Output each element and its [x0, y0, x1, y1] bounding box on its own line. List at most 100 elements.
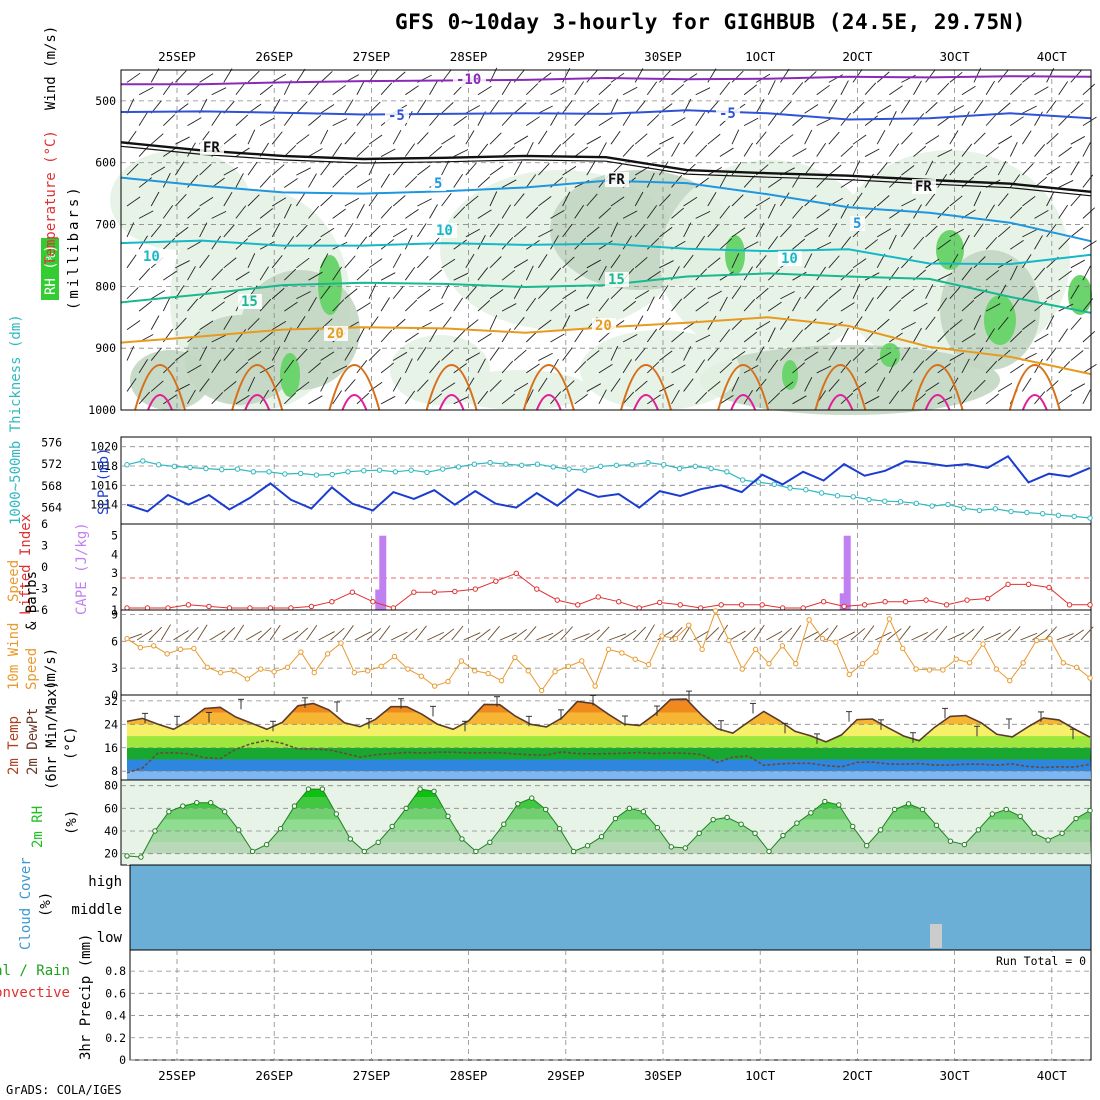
rh2m-series-marker — [542, 806, 549, 813]
wind-barb — [356, 145, 370, 157]
wind-barb — [852, 160, 861, 176]
rh2m-series-marker — [124, 853, 130, 859]
wind-barb — [792, 238, 806, 250]
rh2m-series-marker — [305, 786, 312, 792]
wind10m-speed-series-marker — [391, 653, 398, 660]
wind-barb — [985, 328, 995, 343]
wind-barb — [513, 382, 529, 392]
wind-barb — [429, 360, 441, 374]
wind10m-barb — [971, 625, 984, 641]
wind-barb — [937, 206, 950, 219]
wind-barb — [961, 300, 975, 312]
wind-barb — [985, 237, 998, 250]
wind-barb — [344, 131, 356, 145]
wind-barb — [175, 350, 189, 361]
wind-barb — [465, 162, 477, 176]
wind-barb — [586, 193, 598, 207]
y-tick-pressure: 1000 — [88, 403, 116, 417]
panel-precip-frame — [129, 949, 1092, 1061]
contour-label-bg — [385, 108, 409, 123]
rh2m-series-marker — [1073, 815, 1079, 822]
ylabel-precip-total: Total / Rain — [0, 963, 70, 979]
wind-barb — [163, 270, 177, 281]
wind-barb — [550, 300, 564, 312]
wind-barb — [392, 162, 404, 176]
wind10m-barb — [875, 631, 892, 641]
wind-barb — [985, 393, 999, 405]
wind-barb — [150, 290, 166, 300]
wind-barb — [574, 270, 588, 281]
thickness-series-marker — [1039, 510, 1046, 517]
surface-temp-arc-25 — [147, 394, 173, 411]
wind-barb — [199, 346, 208, 361]
wind-barb — [525, 389, 534, 405]
wind-barb — [332, 266, 343, 281]
temp-minmax — [142, 690, 1076, 744]
wind-barb — [223, 348, 235, 361]
wind10m-speed-series-marker — [324, 651, 331, 657]
lifted-index-series-marker — [308, 603, 315, 610]
wind-barb — [404, 299, 418, 312]
wind-barb — [1022, 72, 1036, 83]
contour-label: 20 — [595, 318, 612, 334]
wind-barb — [150, 224, 162, 238]
y-tick-cape: 3 — [111, 566, 118, 580]
wind-barb — [767, 392, 781, 405]
thickness-series-marker — [376, 467, 383, 473]
wind-barb — [768, 178, 782, 188]
wind-barb — [901, 99, 911, 114]
wind-barb — [283, 392, 297, 405]
wind10m-speed-series-marker — [472, 668, 478, 674]
ylabel-rh2m: 2m RH — [30, 806, 46, 848]
wind-barb — [586, 383, 602, 392]
x-date-top: 25SEP — [158, 49, 196, 64]
wind10m-speed-series-marker — [779, 643, 786, 649]
wind10m-barb — [729, 630, 746, 641]
run-total-bg — [975, 952, 1089, 968]
wind-barb — [695, 391, 708, 405]
wind10m-barb — [548, 629, 564, 641]
rh2m-series-marker — [291, 803, 298, 809]
wind-barb — [780, 291, 795, 300]
temp-ylabel: 2m Temp — [6, 716, 22, 775]
thickness-series-marker — [297, 470, 304, 477]
thickness-series-marker — [266, 469, 272, 475]
wind10m-speed-series-marker — [980, 641, 986, 647]
wind-barb — [646, 81, 658, 95]
wind-barb — [852, 258, 867, 269]
wind-barb — [780, 134, 794, 145]
contour-label: -5 — [388, 108, 405, 124]
wind-barb — [1009, 83, 1023, 96]
wind-barb — [271, 197, 287, 207]
wind-barb — [985, 204, 995, 219]
wind-barb — [344, 164, 358, 176]
temp-band — [127, 736, 1091, 748]
wind10m-barb — [523, 626, 537, 641]
wind10m-speed-series-marker — [258, 666, 264, 672]
rh2m-series-marker — [221, 809, 228, 815]
x-date-bottom: 3OCT — [940, 1068, 971, 1083]
wind-barb — [1009, 174, 1021, 188]
wind10m-speed-series-marker — [672, 635, 679, 642]
wind-barb — [598, 116, 613, 127]
wind-barb — [513, 193, 525, 207]
wind-barb — [973, 347, 984, 361]
wind10m-barb — [657, 630, 673, 641]
rh2m-series-marker — [389, 823, 395, 830]
wind-barb — [1082, 83, 1096, 96]
wind-barb — [610, 378, 621, 392]
thickness-series-marker — [913, 500, 920, 507]
wind-barb — [296, 68, 306, 83]
wind10m-barb — [572, 633, 590, 641]
wind-barb — [489, 223, 500, 238]
wind-barb — [913, 145, 927, 157]
rh2m-series-marker — [612, 815, 619, 822]
rh-high-blob — [936, 230, 964, 270]
wind10m-speed-series-marker — [177, 646, 184, 653]
wind-barb — [622, 300, 636, 312]
thickness-series-marker — [882, 498, 888, 504]
temp2m-series-line — [126, 698, 1091, 743]
wind-ylabel-3: (m/s) — [43, 648, 59, 690]
wind-barb — [925, 284, 934, 299]
wind-barb — [538, 130, 548, 145]
